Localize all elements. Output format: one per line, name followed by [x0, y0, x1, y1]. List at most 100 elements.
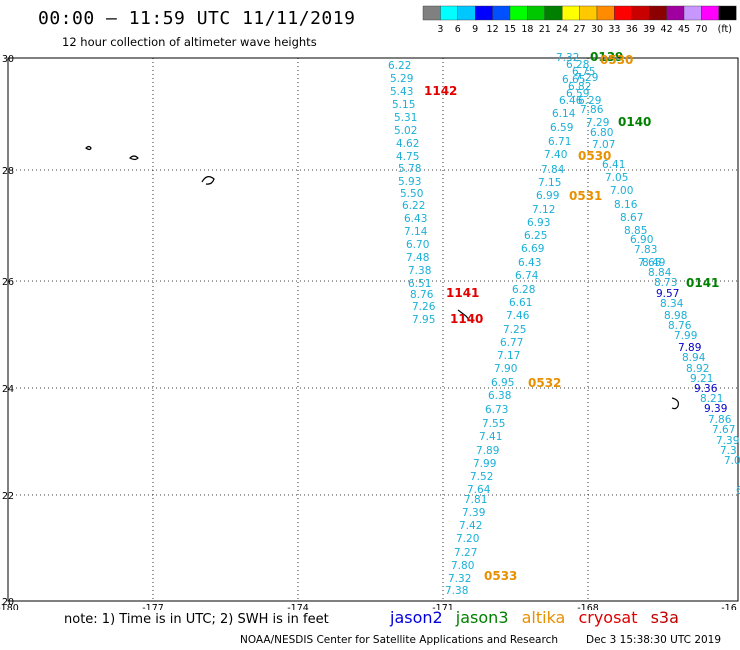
wave-height-value: 8.76 [410, 289, 434, 301]
wave-height-value: 6 [736, 485, 740, 497]
pass-time-labels: 1142013905300140053005311141114001410532… [424, 50, 719, 583]
wave-height-value: 6.65 [562, 74, 585, 86]
wave-height-value: 6.25 [524, 230, 547, 242]
credit-line: NOAA/NESDIS Center for Satellite Applica… [240, 634, 721, 646]
wave-height-value: 6.46 [559, 95, 583, 107]
wave-height-value: 6.28 [512, 284, 535, 296]
wave-height-value: 5.15 [392, 99, 415, 111]
wave-height-value: 7.40 [544, 149, 567, 161]
wave-height-value: 8.67 [620, 212, 643, 224]
island-2 [129, 155, 139, 161]
legend-s3a: s3a [650, 608, 679, 627]
wave-height-value: 6.14 [552, 108, 576, 120]
wave-height-value: 7.99 [473, 458, 496, 470]
wave-height-value: 9.39 [704, 403, 727, 415]
color-scale-label: (ft) [718, 24, 732, 35]
wave-height-value: 8.16 [614, 199, 638, 211]
credit-timestamp: Dec 3 15:38:30 UTC 2019 [586, 634, 722, 646]
wave-height-value: 7.80 [451, 560, 474, 572]
wave-height-value: 7.32 [448, 573, 471, 585]
pass-time-label: 0531 [569, 189, 602, 203]
wave-height-value: 6.29 [578, 95, 601, 107]
wave-height-value: 6.75 [572, 66, 595, 78]
latitude-tick-label: 22 [2, 491, 14, 502]
wave-height-value: 5.29 [390, 73, 413, 85]
wave-height-value: 8.92 [686, 363, 709, 375]
wave-height-value: 7.89 [476, 445, 499, 457]
longitude-tick-labels: -180 -177 -174 -171 -168 -16 [0, 603, 737, 610]
pass-time-label: 0532 [528, 376, 561, 390]
wave-height-value: 8.49 [642, 257, 665, 269]
wave-height-value: 6.22 [388, 60, 411, 72]
legend-altika: altika [521, 608, 566, 627]
wave-height-value: 8.94 [682, 352, 706, 364]
page-title: 00:00 – 11:59 UTC 11/11/2019 [38, 8, 356, 29]
wave-height-value: 7.84 [541, 164, 565, 176]
color-scale-label: 70 [695, 24, 707, 35]
wave-height-value: 7.52 [470, 471, 493, 483]
pass-time-label: 0533 [484, 569, 517, 583]
wave-height-value: 6.43 [404, 213, 427, 225]
wave-height-value: 8.98 [664, 310, 687, 322]
pass-time-label: 0530 [600, 53, 633, 67]
color-scale-label: 24 [556, 24, 568, 35]
color-scale-label: 15 [504, 24, 516, 35]
wave-height-value: 7.12 [532, 204, 555, 216]
pass-time-label: 0140 [618, 115, 651, 129]
wave-height-value: 5.78 [398, 163, 421, 175]
wave-height-value: 7.14 [404, 226, 428, 238]
pass-time-label: 0530 [578, 149, 611, 163]
color-scale-label: 42 [661, 24, 673, 35]
wave-height-value: 7.15 [538, 177, 561, 189]
wave-height-value: 8.84 [648, 267, 672, 279]
wave-height-value: 7.99 [674, 330, 697, 342]
satellite-legend: jason2 jason3 altika cryosat s3a [390, 608, 687, 627]
color-scale-label: 27 [574, 24, 586, 35]
wave-height-value: 7.29 [575, 72, 598, 84]
wave-height-value: 7.05 [605, 172, 628, 184]
color-scale-label: 6 [455, 24, 461, 35]
wave-height-value: 7.81 [464, 494, 487, 506]
wave-height-value: 7.07 [592, 139, 615, 151]
wave-height-value: 7.00 [610, 185, 633, 197]
island-3 [201, 176, 215, 185]
wave-height-value: 7.39 [716, 435, 739, 447]
latitude-tick-label: 28 [2, 166, 14, 177]
pass-time-label: 0139 [590, 50, 623, 64]
west-track: 6.225.295.435.155.315.024.624.755.785.93… [388, 60, 436, 326]
map-grid [7, 57, 739, 602]
wave-height-value: 7.32 [556, 52, 579, 64]
wave-height-value: 7.46 [506, 310, 530, 322]
wave-height-value: 7.95 [412, 314, 435, 326]
color-scale-label: 45 [678, 24, 690, 35]
pass-time-label: 0141 [686, 276, 719, 290]
color-scale-label: 30 [591, 24, 603, 35]
wave-height-value: 7.65 [638, 257, 661, 269]
wave-height-value: 7.25 [503, 324, 526, 336]
wave-height-value: 7.86 [580, 104, 604, 116]
wave-height-value: 8.85 [624, 225, 647, 237]
color-scale-label: 12 [487, 24, 499, 35]
wave-height-value: 4.75 [396, 151, 419, 163]
wave-height-value: 6.69 [521, 243, 544, 255]
wave-height-value: 7.27 [454, 547, 477, 559]
wave-height-value: 7.0 [724, 455, 740, 467]
wave-height-value: 7.86 [708, 414, 732, 426]
wave-height-value: 6.93 [527, 217, 550, 229]
wave-height-value: 7.83 [634, 244, 657, 256]
wave-height-value: 8.76 [668, 320, 692, 332]
color-scale-label: 21 [539, 24, 551, 35]
wave-height-value: 6.71 [548, 136, 571, 148]
islands [85, 145, 679, 410]
latitude-tick-label: 30 [2, 54, 14, 65]
color-scale-label: 36 [626, 24, 638, 35]
color-scale-label: 9 [472, 24, 478, 35]
wave-height-value: 7.38 [445, 585, 468, 597]
longitude-tick-label: -168 [577, 603, 599, 610]
longitude-tick-label: -171 [432, 603, 454, 610]
wave-height-value: 6.59 [550, 122, 573, 134]
color-scale-label: 18 [521, 24, 533, 35]
wave-height-value: 6.77 [500, 337, 523, 349]
island-4 [457, 309, 471, 322]
latitude-tick-label: 20 [2, 597, 14, 608]
